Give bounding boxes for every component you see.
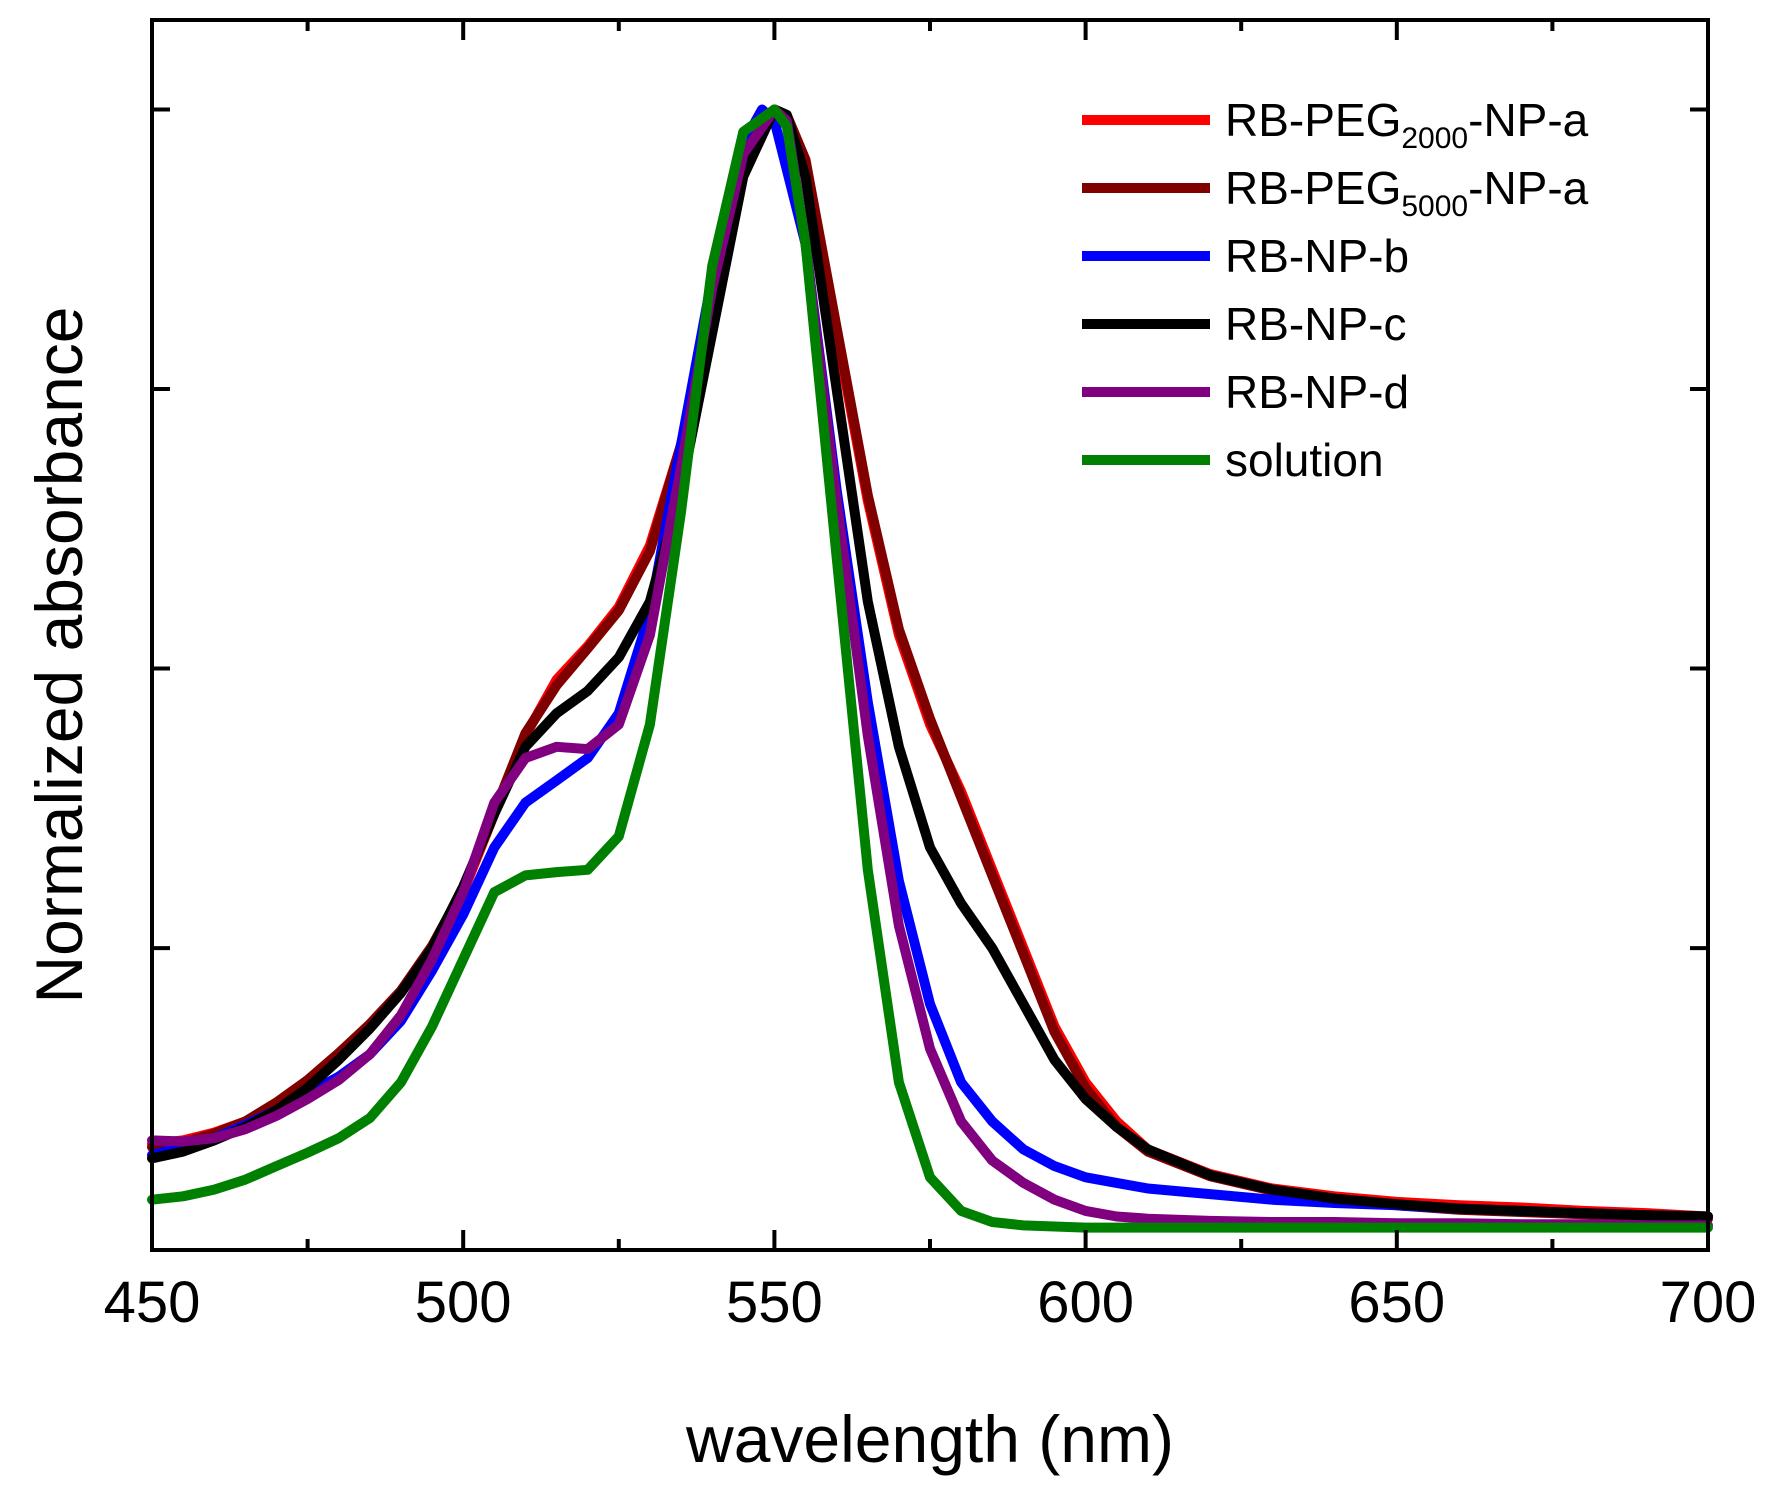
legend-label-5: solution [1225,434,1384,486]
legend-label-4: RB-NP-d [1225,366,1409,418]
x-axis-title: wavelength (nm) [685,1402,1174,1476]
series-line-5 [147,104,1713,1233]
x-tick-label: 650 [1348,1270,1445,1335]
x-tick-label: 550 [726,1270,823,1335]
series-layer [147,104,1713,1233]
legend-label-3: RB-NP-c [1225,298,1406,350]
legend-label-1: RB-PEG5000-NP-a [1225,162,1589,223]
legend-label-2: RB-NP-b [1225,230,1409,282]
x-tick-label: 500 [415,1270,512,1335]
series-line-4 [147,104,1713,1231]
x-tick-label: 700 [1660,1270,1757,1335]
tick-label-layer: 450 500 550 600 650 700 [104,1270,1757,1335]
tick-layer [150,20,1710,1250]
legend: RB-PEG2000-NP-a RB-PEG5000-NP-a RB-NP-b RB-… [1082,94,1589,486]
y-axis-title: Normalized absorbance [22,306,96,1003]
x-tick-label: 600 [1037,1270,1134,1335]
legend-label-0: RB-PEG2000-NP-a [1225,94,1589,155]
x-tick-label: 450 [104,1270,201,1335]
